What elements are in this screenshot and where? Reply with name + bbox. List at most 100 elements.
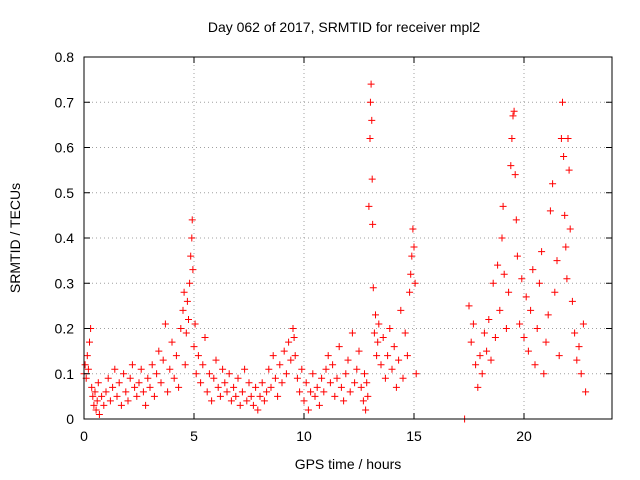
data-point	[236, 401, 244, 409]
data-point	[166, 365, 174, 373]
data-point	[478, 370, 486, 378]
data-point	[491, 334, 499, 342]
data-point	[340, 397, 348, 405]
data-point	[298, 365, 306, 373]
data-point	[208, 397, 216, 405]
data-point	[201, 334, 209, 342]
data-point	[507, 162, 515, 170]
data-point	[155, 347, 163, 355]
data-point	[367, 80, 375, 88]
chart-title: Day 062 of 2017, SRMTID for receiver mpl…	[208, 19, 481, 35]
data-point	[230, 383, 238, 391]
data-point	[373, 352, 381, 360]
data-point	[247, 392, 255, 400]
data-point	[139, 388, 147, 396]
y-tick-label: 0	[66, 411, 74, 427]
data-point	[182, 329, 190, 337]
data-point	[83, 352, 91, 360]
data-point	[579, 320, 587, 328]
data-point	[582, 388, 590, 396]
data-point	[95, 410, 103, 418]
data-point	[179, 306, 187, 314]
data-point	[188, 216, 196, 224]
data-point	[159, 356, 167, 364]
data-point	[348, 329, 356, 337]
data-point	[186, 279, 194, 287]
data-point	[245, 379, 253, 387]
data-point	[331, 392, 339, 400]
data-point	[185, 315, 192, 323]
data-point	[289, 325, 297, 332]
data-point	[366, 134, 374, 142]
data-point	[366, 98, 374, 106]
data-point	[234, 374, 242, 382]
data-point	[128, 361, 136, 369]
data-point	[335, 343, 343, 351]
data-point	[91, 388, 99, 396]
data-point	[157, 379, 165, 387]
data-point	[406, 288, 414, 296]
data-point	[318, 374, 326, 382]
data-point	[362, 406, 370, 414]
data-point	[560, 153, 568, 161]
data-point	[296, 388, 304, 396]
data-point	[542, 338, 550, 346]
data-point	[291, 352, 299, 360]
data-point	[260, 397, 268, 405]
data-point	[170, 374, 178, 382]
data-point	[263, 388, 271, 396]
data-point	[390, 343, 398, 351]
data-point	[509, 112, 517, 120]
data-point	[324, 352, 332, 360]
data-point	[164, 388, 172, 396]
data-point	[337, 383, 345, 391]
data-point	[386, 325, 394, 332]
data-point	[513, 252, 521, 260]
data-point	[355, 347, 363, 355]
data-point	[216, 392, 224, 400]
data-point	[559, 98, 566, 106]
data-point	[189, 266, 197, 274]
data-point	[561, 211, 569, 219]
data-point	[365, 202, 373, 210]
data-point	[474, 383, 482, 391]
data-point	[411, 279, 419, 287]
data-point	[489, 279, 497, 287]
x-tick-label: 20	[516, 428, 532, 444]
data-point	[500, 270, 508, 278]
data-point	[363, 379, 371, 387]
data-point	[467, 338, 475, 346]
data-point	[326, 379, 334, 387]
data-point	[498, 234, 506, 242]
data-point	[370, 329, 378, 337]
y-tick-label: 0.1	[55, 366, 75, 382]
data-point	[258, 379, 266, 387]
data-point	[333, 374, 341, 382]
data-point	[322, 365, 330, 373]
data-point	[120, 370, 128, 378]
data-point	[401, 329, 409, 337]
data-point	[194, 352, 202, 360]
data-point	[144, 374, 152, 382]
data-point	[94, 379, 102, 387]
data-point	[496, 306, 504, 314]
y-tick-label: 0.6	[55, 140, 75, 156]
data-point	[280, 347, 288, 355]
data-point	[342, 370, 350, 378]
data-point	[546, 207, 554, 215]
x-axis-label: GPS time / hours	[295, 456, 402, 472]
y-tick-label: 0.4	[55, 230, 75, 246]
data-point	[88, 383, 96, 391]
data-point	[278, 379, 286, 387]
data-point	[304, 406, 312, 414]
data-point	[113, 392, 121, 400]
data-point	[287, 356, 295, 364]
data-point	[276, 361, 284, 369]
data-point	[153, 370, 161, 378]
data-point	[254, 406, 262, 414]
data-point	[238, 388, 246, 396]
data-point	[329, 361, 337, 369]
data-point	[551, 288, 559, 296]
data-point	[377, 361, 385, 369]
data-point	[375, 320, 383, 328]
